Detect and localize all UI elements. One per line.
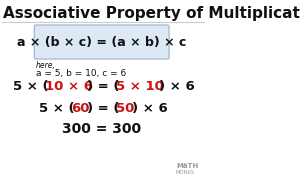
Text: Associative Property of Multiplication: Associative Property of Multiplication	[3, 6, 300, 21]
Text: 60: 60	[71, 102, 89, 115]
Text: 5 × (: 5 × (	[13, 80, 49, 92]
Text: a = 5, b = 10, c = 6: a = 5, b = 10, c = 6	[36, 69, 126, 78]
Text: ) × 6: ) × 6	[132, 102, 168, 115]
Text: ) = (: ) = (	[87, 102, 120, 115]
Text: 5 × (: 5 × (	[39, 102, 75, 115]
Text: a × (b × c) = (a × b) × c: a × (b × c) = (a × b) × c	[17, 36, 186, 48]
Text: 50: 50	[116, 102, 134, 115]
Text: MONKS: MONKS	[176, 171, 195, 176]
Text: 10 × 6: 10 × 6	[45, 80, 93, 92]
Text: 5 × 10: 5 × 10	[116, 80, 164, 92]
Text: ) = (: ) = (	[87, 80, 120, 92]
Text: here,: here,	[36, 61, 56, 70]
FancyBboxPatch shape	[34, 25, 169, 59]
Text: ) × 6: ) × 6	[159, 80, 194, 92]
Text: 300 = 300: 300 = 300	[62, 122, 141, 136]
Text: MäTH: MäTH	[176, 163, 198, 169]
